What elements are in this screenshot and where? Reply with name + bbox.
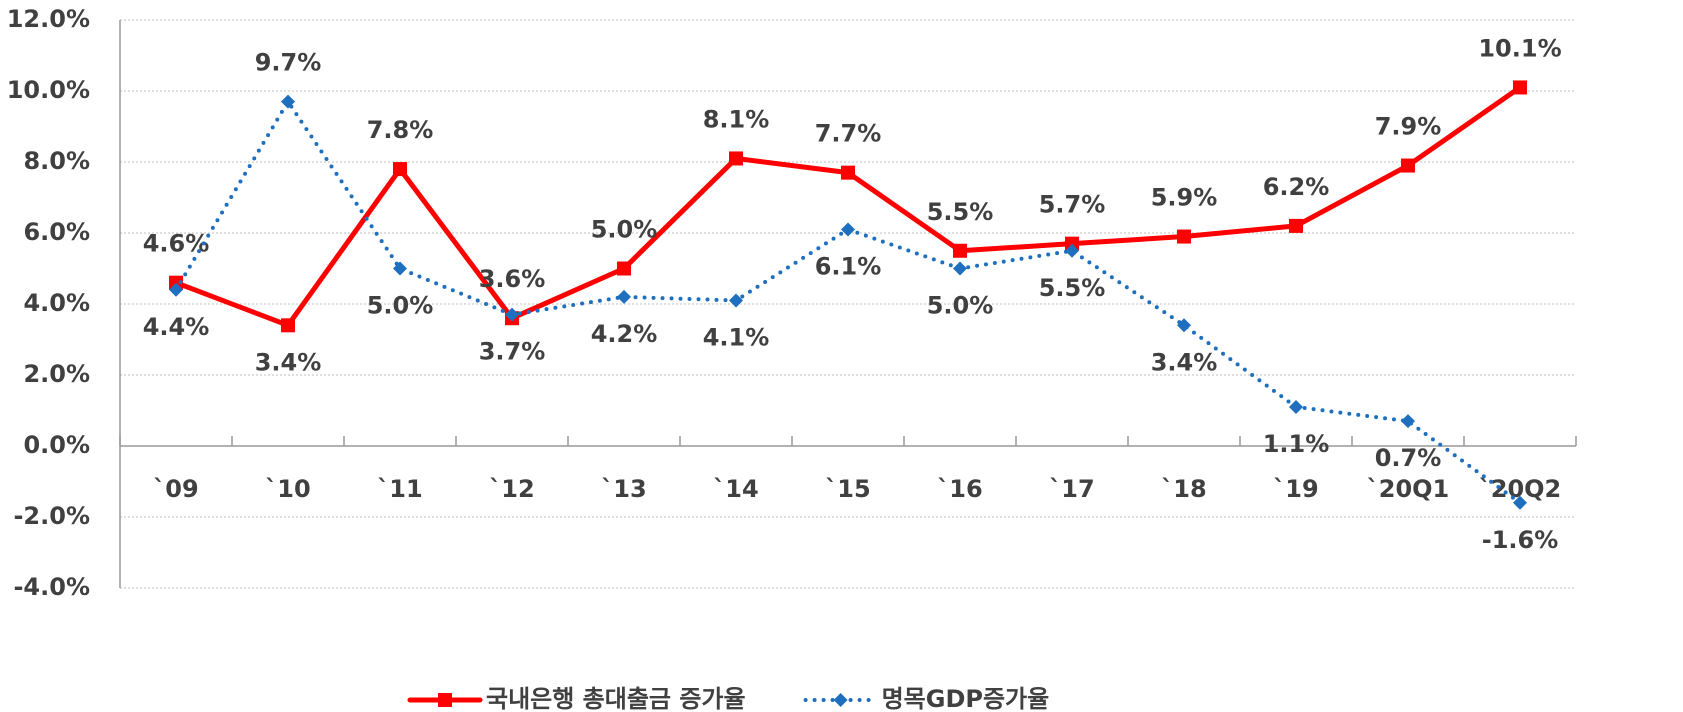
x-tick-label: `18 bbox=[1161, 475, 1206, 503]
marker bbox=[729, 151, 743, 166]
marker bbox=[438, 693, 452, 707]
marker bbox=[953, 261, 967, 276]
y-tick-label: 6.0% bbox=[23, 218, 90, 246]
data-label: 3.4% bbox=[1151, 348, 1218, 376]
x-tick-label: `14 bbox=[713, 475, 758, 503]
x-tick-label: `10 bbox=[265, 475, 310, 503]
marker bbox=[505, 307, 519, 322]
y-tick-label: 2.0% bbox=[23, 360, 90, 388]
y-tick-label: 8.0% bbox=[23, 147, 90, 175]
marker bbox=[1177, 229, 1191, 244]
data-label: 4.4% bbox=[143, 313, 210, 341]
x-tick-label: `09 bbox=[153, 475, 198, 503]
marker bbox=[1401, 158, 1415, 173]
y-tick-label: -2.0% bbox=[13, 502, 90, 530]
data-label: 3.4% bbox=[255, 348, 322, 376]
marker bbox=[729, 293, 743, 308]
y-tick-label: 12.0% bbox=[7, 5, 90, 33]
data-label: 7.8% bbox=[367, 116, 434, 144]
x-tick-label: `17 bbox=[1049, 475, 1094, 503]
data-label: 7.9% bbox=[1375, 113, 1442, 141]
marker bbox=[393, 261, 407, 276]
legend-label: 명목GDP증가율 bbox=[882, 685, 1050, 712]
marker bbox=[393, 162, 407, 177]
marker bbox=[169, 282, 183, 297]
marker bbox=[617, 289, 631, 304]
x-tick-label: `12 bbox=[489, 475, 534, 503]
data-label: 0.7% bbox=[1375, 444, 1442, 472]
marker bbox=[1513, 495, 1527, 510]
x-tick-label: `20Q1 bbox=[1367, 475, 1450, 503]
data-label: 4.6% bbox=[143, 230, 210, 258]
data-label: -1.6% bbox=[1482, 526, 1559, 554]
data-label: 5.5% bbox=[927, 198, 994, 226]
marker bbox=[1513, 80, 1527, 95]
data-label: 3.6% bbox=[479, 265, 546, 293]
marker bbox=[841, 222, 855, 237]
marker bbox=[281, 318, 295, 333]
data-label: 8.1% bbox=[703, 105, 770, 133]
marker bbox=[1289, 399, 1303, 414]
data-label: 5.9% bbox=[1151, 184, 1218, 212]
data-label: 5.5% bbox=[1039, 274, 1106, 302]
marker bbox=[617, 261, 631, 276]
x-tick-label: `13 bbox=[601, 475, 646, 503]
y-tick-label: 4.0% bbox=[23, 289, 90, 317]
data-label: 7.7% bbox=[815, 120, 882, 148]
y-tick-label: -4.0% bbox=[13, 573, 90, 601]
data-label: 5.0% bbox=[927, 292, 994, 320]
legend-label: 국내은행 총대출금 증가율 bbox=[486, 685, 746, 712]
marker bbox=[841, 165, 855, 180]
marker bbox=[833, 693, 848, 707]
y-tick-label: 0.0% bbox=[23, 431, 90, 459]
marker bbox=[1289, 218, 1303, 233]
marker bbox=[281, 94, 295, 109]
x-tick-label: `15 bbox=[825, 475, 870, 503]
data-label: 10.1% bbox=[1478, 34, 1561, 62]
marker bbox=[1065, 236, 1079, 251]
data-label: 5.0% bbox=[591, 216, 658, 244]
x-tick-label: `19 bbox=[1273, 475, 1318, 503]
data-label: 6.2% bbox=[1263, 173, 1330, 201]
data-label: 4.2% bbox=[591, 320, 658, 348]
data-label: 9.7% bbox=[255, 49, 322, 77]
marker bbox=[1177, 318, 1191, 333]
x-tick-label: `11 bbox=[377, 475, 422, 503]
y-tick-label: 10.0% bbox=[7, 76, 90, 104]
data-label: 4.1% bbox=[703, 323, 770, 351]
data-label: 3.7% bbox=[479, 338, 546, 366]
data-label: 6.1% bbox=[815, 252, 882, 280]
marker bbox=[169, 275, 183, 290]
data-label: 5.7% bbox=[1039, 191, 1106, 219]
x-tick-label: `16 bbox=[937, 475, 982, 503]
marker bbox=[1065, 243, 1079, 258]
data-label: 1.1% bbox=[1263, 430, 1330, 458]
data-label: 5.0% bbox=[367, 292, 434, 320]
marker bbox=[953, 243, 967, 258]
marker bbox=[1401, 414, 1415, 429]
